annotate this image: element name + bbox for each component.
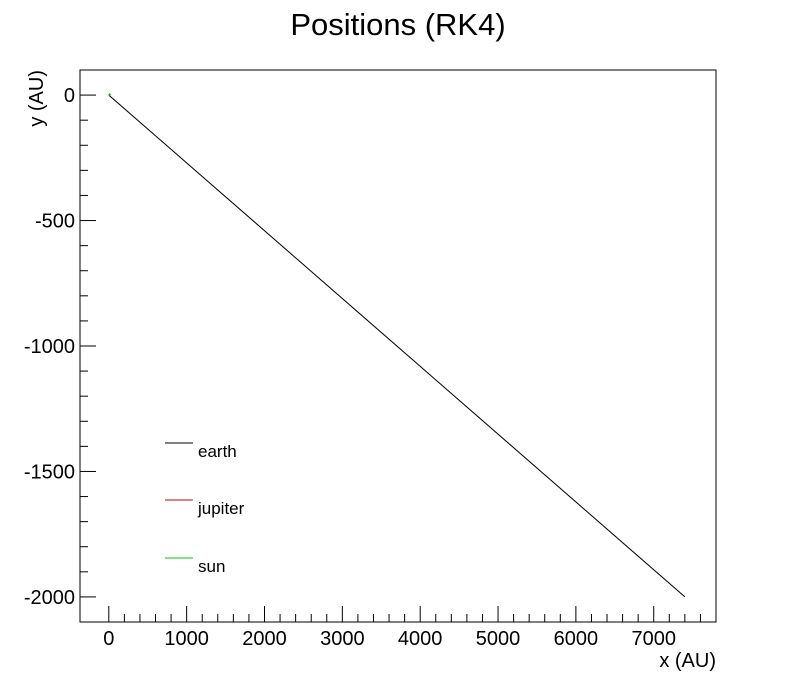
x-tick-label: 0 (103, 628, 114, 650)
chart-title: Positions (RK4) (290, 7, 505, 42)
y-tick-label: -2000 (24, 587, 75, 609)
legend: earth jupiter sun (165, 442, 245, 576)
y-axis-label: y (AU) (26, 70, 48, 127)
x-axis-tick-labels: 0 1000 2000 3000 4000 5000 6000 7000 (103, 628, 676, 650)
y-axis-ticks (80, 69, 96, 623)
legend-label-jupiter: jupiter (197, 499, 245, 518)
series-line-sun (108, 93, 112, 96)
series-line-earth (108, 94, 686, 598)
legend-label-earth: earth (198, 442, 237, 461)
x-tick-label: 7000 (631, 628, 676, 650)
x-tick-label: 3000 (320, 628, 365, 650)
x-tick-label: 2000 (242, 628, 287, 650)
legend-label-sun: sun (198, 557, 225, 576)
y-tick-label: 0 (64, 85, 75, 107)
x-tick-label: 4000 (398, 628, 443, 650)
y-tick-label: -1000 (24, 336, 75, 358)
y-tick-label: -500 (35, 211, 75, 233)
x-axis-label: x (AU) (659, 650, 716, 672)
x-tick-label: 1000 (164, 628, 209, 650)
x-axis-ticks (108, 606, 717, 622)
series-lines (108, 93, 686, 598)
y-tick-label: -1500 (24, 461, 75, 483)
y-axis-tick-labels: 0 -500 -1000 -1500 -2000 (24, 85, 75, 609)
x-tick-label: 5000 (476, 628, 521, 650)
x-tick-label: 6000 (554, 628, 599, 650)
